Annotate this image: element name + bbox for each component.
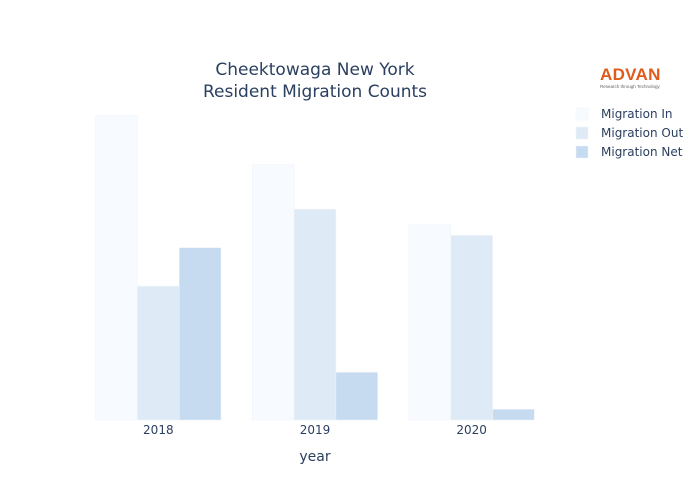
- logo-tagline: Research through Technology: [600, 84, 660, 89]
- x-tick-label-2019: 2019: [300, 423, 331, 437]
- chart-title-line-1: Cheektowaga New York: [215, 60, 414, 80]
- bar-migration-in-2019[interactable]: [252, 164, 295, 421]
- logo-brand: ADVAN: [600, 65, 661, 84]
- bar-migration-in-2018[interactable]: [95, 115, 138, 421]
- legend-label: Migration Net: [601, 145, 683, 159]
- bar-migration-in-2020[interactable]: [408, 224, 452, 421]
- legend-item-migration-net[interactable]: Migration Net: [575, 145, 683, 159]
- legend-swatch: [575, 107, 589, 121]
- legend-swatch: [575, 145, 589, 159]
- legend-swatch: [575, 126, 589, 140]
- bar-migration-net-2018[interactable]: [178, 247, 222, 421]
- x-axis-title: year: [299, 449, 330, 465]
- legend-item-migration-in[interactable]: Migration In: [575, 107, 673, 121]
- x-tick-label-2018: 2018: [143, 423, 174, 437]
- legend-label: Migration Out: [601, 126, 683, 140]
- advan-logo: ADVAN Research through Technology: [600, 66, 675, 90]
- bar-migration-net-2020[interactable]: [492, 408, 535, 421]
- chart-title-line-2: Resident Migration Counts: [203, 82, 427, 102]
- bar-migration-out-2019[interactable]: [293, 208, 337, 421]
- bars-layer: [95, 115, 535, 421]
- bar-migration-out-2020[interactable]: [450, 235, 493, 421]
- x-tick-labels: 2018 2019 2020: [143, 423, 487, 437]
- legend-item-migration-out[interactable]: Migration Out: [575, 126, 683, 140]
- bar-migration-net-2019[interactable]: [335, 372, 378, 421]
- x-tick-label-2020: 2020: [456, 423, 487, 437]
- legend[interactable]: Migration In Migration Out Migration Net: [575, 107, 683, 159]
- legend-label: Migration In: [601, 107, 673, 121]
- bar-migration-out-2018[interactable]: [137, 285, 180, 421]
